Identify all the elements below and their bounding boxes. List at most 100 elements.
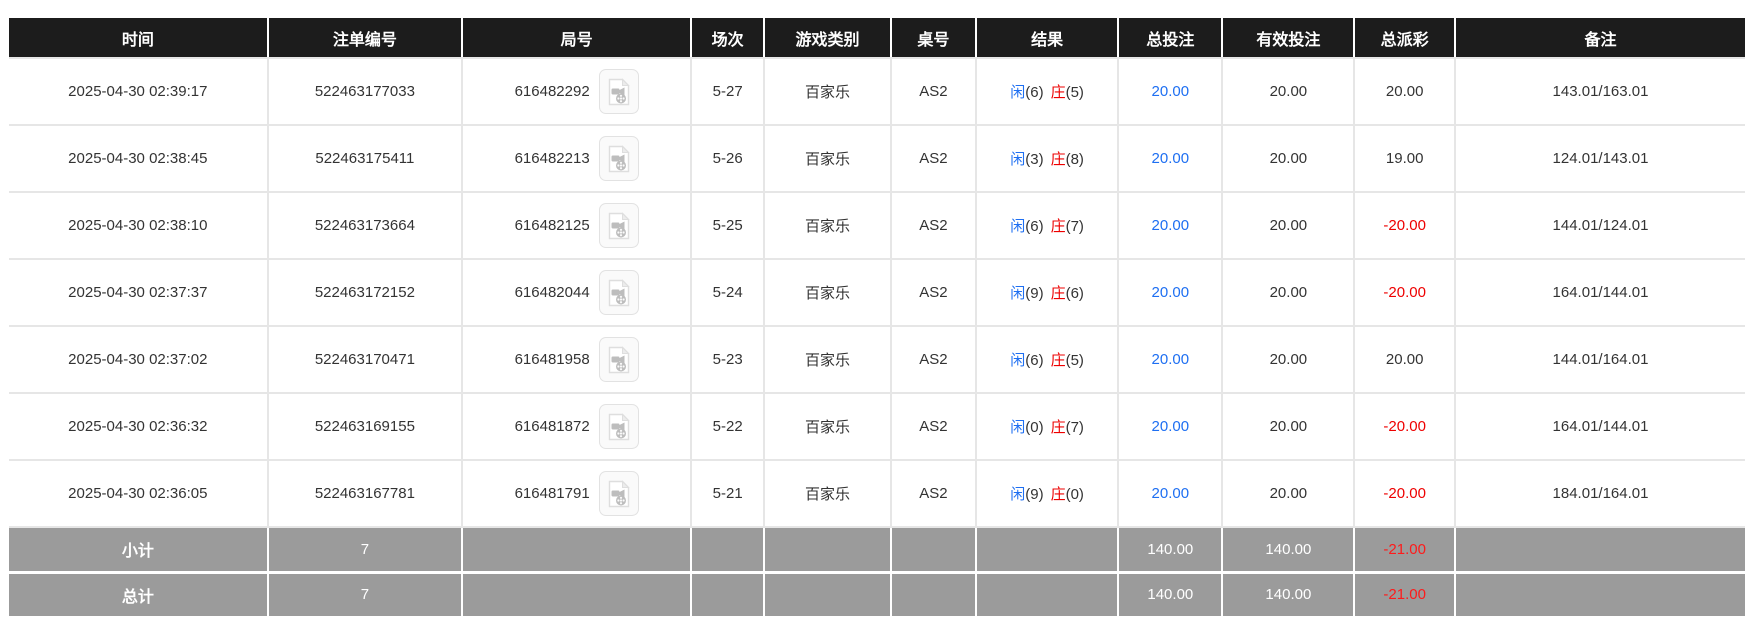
round-number: 616482044 bbox=[514, 284, 590, 301]
summary-empty-cell bbox=[975, 527, 1120, 574]
result-cell: 闲(6) 庄(5) bbox=[975, 326, 1120, 394]
column-header-time: 时间 bbox=[9, 18, 269, 59]
video-replay-button[interactable] bbox=[598, 69, 639, 114]
round-cell: 616482044 bbox=[462, 259, 693, 327]
player-result-score: (9) bbox=[1025, 285, 1044, 302]
session-cell: 5-26 bbox=[691, 125, 766, 193]
video-replay-button[interactable] bbox=[598, 337, 639, 382]
table-row: 2025-04-30 02:38:10 522463173664 6164821… bbox=[9, 192, 1745, 260]
summary-label-cell: 小计 bbox=[9, 527, 269, 574]
bet-history-table: 时间 注单编号 局号 场次 游戏类别 桌号 结果 总投注 有效投注 总派彩 备注… bbox=[9, 18, 1745, 619]
bet-id-cell: 522463167781 bbox=[267, 460, 464, 528]
game-type-cell: 百家乐 bbox=[764, 259, 892, 327]
game-type-cell: 百家乐 bbox=[764, 58, 892, 126]
round-cell: 616482213 bbox=[462, 125, 693, 193]
video-replay-button[interactable] bbox=[598, 270, 639, 315]
payout-cell: -20.00 bbox=[1354, 393, 1457, 461]
summary-empty-cell bbox=[691, 527, 766, 574]
session-cell: 5-21 bbox=[691, 460, 766, 528]
column-header-session: 场次 bbox=[691, 18, 766, 59]
banker-result-score: (5) bbox=[1065, 84, 1084, 101]
payout-cell: 19.00 bbox=[1354, 125, 1457, 193]
summary-empty-cell bbox=[764, 527, 892, 574]
session-cell: 5-25 bbox=[691, 192, 766, 260]
remark-cell: 164.01/144.01 bbox=[1455, 259, 1745, 327]
summary-count-cell: 7 bbox=[267, 572, 464, 619]
game-type-cell: 百家乐 bbox=[764, 393, 892, 461]
banker-result-label: 庄 bbox=[1050, 285, 1066, 302]
summary-empty-cell bbox=[1455, 527, 1745, 574]
table-no-cell: AS2 bbox=[890, 125, 977, 193]
result-cell: 闲(6) 庄(5) bbox=[975, 58, 1120, 126]
result-cell: 闲(3) 庄(8) bbox=[975, 125, 1120, 193]
bet-id-cell: 522463173664 bbox=[267, 192, 464, 260]
summary-payout-cell: -21.00 bbox=[1354, 572, 1457, 619]
result-cell: 闲(0) 庄(7) bbox=[975, 393, 1120, 461]
session-cell: 5-24 bbox=[691, 259, 766, 327]
video-replay-button[interactable] bbox=[598, 136, 639, 181]
video-icon bbox=[607, 77, 631, 106]
remark-cell: 144.01/124.01 bbox=[1455, 192, 1745, 260]
header-row: 时间 注单编号 局号 场次 游戏类别 桌号 结果 总投注 有效投注 总派彩 备注 bbox=[9, 18, 1745, 59]
table-row: 2025-04-30 02:36:32 522463169155 6164818… bbox=[9, 393, 1745, 461]
player-result-label: 闲 bbox=[1010, 218, 1026, 235]
banker-result-score: (6) bbox=[1065, 285, 1084, 302]
column-header-round: 局号 bbox=[462, 18, 693, 59]
total-bet-cell: 20.00 bbox=[1118, 326, 1224, 394]
game-type-cell: 百家乐 bbox=[764, 192, 892, 260]
summary-empty-cell bbox=[691, 572, 766, 619]
summary-row: 小计 7 140.00 140.00 -21.00 bbox=[9, 527, 1745, 574]
table-header: 时间 注单编号 局号 场次 游戏类别 桌号 结果 总投注 有效投注 总派彩 备注 bbox=[9, 18, 1745, 59]
player-result-label: 闲 bbox=[1010, 151, 1026, 168]
video-icon bbox=[607, 479, 631, 508]
time-cell: 2025-04-30 02:36:32 bbox=[9, 393, 269, 461]
round-cell: 616481958 bbox=[462, 326, 693, 394]
video-replay-button[interactable] bbox=[598, 471, 639, 516]
valid-bet-cell: 20.00 bbox=[1222, 192, 1356, 260]
total-bet-cell: 20.00 bbox=[1118, 393, 1224, 461]
player-result-score: (6) bbox=[1025, 84, 1044, 101]
table-row: 2025-04-30 02:37:37 522463172152 6164820… bbox=[9, 259, 1745, 327]
video-replay-button[interactable] bbox=[598, 404, 639, 449]
table-no-cell: AS2 bbox=[890, 58, 977, 126]
summary-empty-cell bbox=[890, 527, 977, 574]
game-type-cell: 百家乐 bbox=[764, 460, 892, 528]
column-header-valid-bet: 有效投注 bbox=[1222, 18, 1356, 59]
player-result-label: 闲 bbox=[1010, 486, 1026, 503]
table-no-cell: AS2 bbox=[890, 326, 977, 394]
total-bet-cell: 20.00 bbox=[1118, 192, 1224, 260]
column-header-game-type: 游戏类别 bbox=[764, 18, 892, 59]
valid-bet-cell: 20.00 bbox=[1222, 125, 1356, 193]
round-number: 616482292 bbox=[514, 83, 590, 100]
remark-cell: 164.01/144.01 bbox=[1455, 393, 1745, 461]
banker-result-score: (5) bbox=[1065, 352, 1084, 369]
summary-empty-cell bbox=[1455, 572, 1745, 619]
round-number: 616481872 bbox=[514, 418, 590, 435]
player-result-score: (6) bbox=[1025, 218, 1044, 235]
summary-empty-cell bbox=[764, 572, 892, 619]
valid-bet-cell: 20.00 bbox=[1222, 58, 1356, 126]
remark-cell: 124.01/143.01 bbox=[1455, 125, 1745, 193]
column-header-remark: 备注 bbox=[1455, 18, 1745, 59]
session-cell: 5-27 bbox=[691, 58, 766, 126]
banker-result-label: 庄 bbox=[1050, 486, 1066, 503]
summary-total-bet-cell: 140.00 bbox=[1118, 572, 1224, 619]
banker-result-score: (7) bbox=[1065, 218, 1084, 235]
remark-cell: 184.01/164.01 bbox=[1455, 460, 1745, 528]
summary-count-cell: 7 bbox=[267, 527, 464, 574]
player-result-score: (6) bbox=[1025, 352, 1044, 369]
summary-label-cell: 总计 bbox=[9, 572, 269, 619]
video-icon bbox=[607, 412, 631, 441]
table-row: 2025-04-30 02:39:17 522463177033 6164822… bbox=[9, 58, 1745, 126]
player-result-score: (9) bbox=[1025, 486, 1044, 503]
summary-valid-bet-cell: 140.00 bbox=[1222, 527, 1356, 574]
table-summary: 小计 7 140.00 140.00 -21.00 总计 7 140.00 14… bbox=[9, 527, 1745, 619]
video-icon bbox=[607, 278, 631, 307]
time-cell: 2025-04-30 02:36:05 bbox=[9, 460, 269, 528]
result-cell: 闲(9) 庄(6) bbox=[975, 259, 1120, 327]
player-result-score: (0) bbox=[1025, 419, 1044, 436]
remark-cell: 144.01/164.01 bbox=[1455, 326, 1745, 394]
round-cell: 616481872 bbox=[462, 393, 693, 461]
time-cell: 2025-04-30 02:37:02 bbox=[9, 326, 269, 394]
video-replay-button[interactable] bbox=[598, 203, 639, 248]
